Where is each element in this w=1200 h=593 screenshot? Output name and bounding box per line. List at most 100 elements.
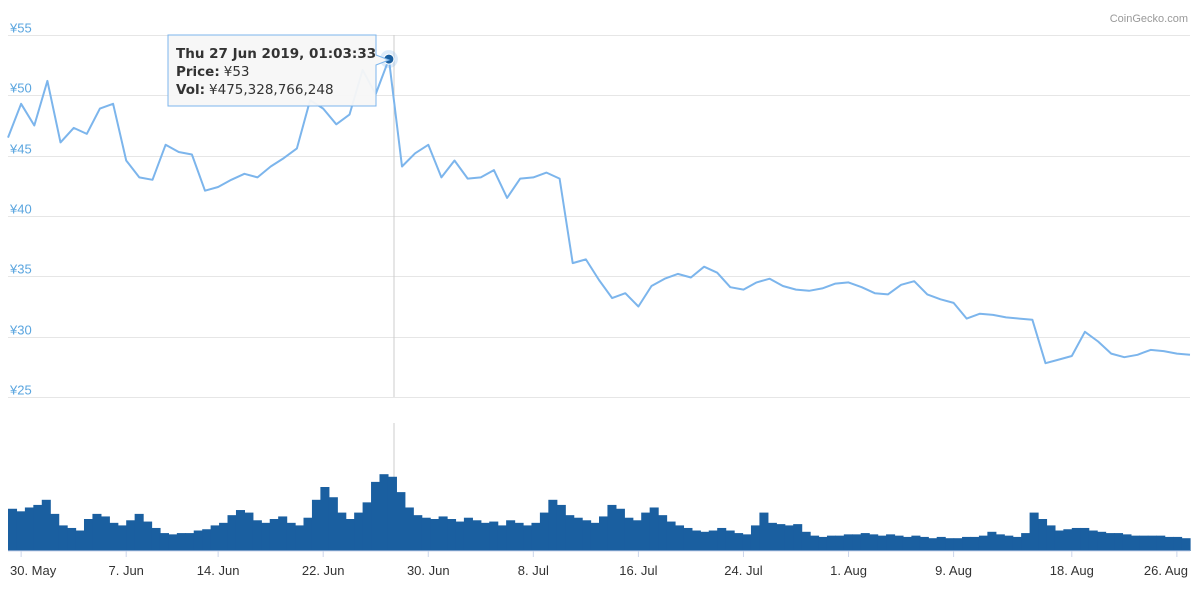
volume-bar xyxy=(185,533,195,551)
volume-bar xyxy=(590,522,600,551)
x-tick-label: 9. Aug xyxy=(935,563,972,578)
volume-bar xyxy=(750,525,761,551)
x-tick-label: 30. Jun xyxy=(407,563,450,578)
volume-bar xyxy=(860,533,870,551)
volume-series xyxy=(8,474,1191,551)
tooltip-vol-value: ¥475,328,766,248 xyxy=(209,82,334,98)
price-series-line[interactable] xyxy=(7,58,1191,365)
volume-bar xyxy=(50,513,60,551)
volume-bar xyxy=(92,513,102,551)
volume-bar xyxy=(269,519,279,551)
volume-bar xyxy=(151,527,161,551)
volume-bar xyxy=(1173,536,1183,551)
volume-bar xyxy=(1071,527,1081,551)
volume-bar xyxy=(582,520,592,551)
volume-bar xyxy=(852,534,862,551)
volume-bar xyxy=(793,524,803,551)
volume-bar xyxy=(987,531,997,551)
x-tick-label: 8. Jul xyxy=(518,563,549,578)
volume-bar xyxy=(489,521,499,551)
volume-bar xyxy=(396,492,406,551)
volume-bar xyxy=(413,515,423,551)
volume-bar xyxy=(1147,535,1157,551)
volume-bar xyxy=(1164,536,1174,551)
volume-bar xyxy=(759,512,769,551)
volume-bar xyxy=(708,530,718,551)
volume-bar xyxy=(683,527,693,551)
y-tick-label: ¥35 xyxy=(9,262,32,277)
volume-bar xyxy=(168,534,178,551)
volume-bar xyxy=(328,497,338,551)
credit-link[interactable]: CoinGecko.com xyxy=(1110,13,1188,25)
volume-bar xyxy=(33,504,43,551)
volume-bar xyxy=(894,535,904,551)
volume-bar xyxy=(278,516,288,551)
volume-bar xyxy=(67,527,77,551)
volume-bar xyxy=(523,525,533,551)
volume-bar xyxy=(1054,530,1064,551)
volume-bar xyxy=(354,512,364,551)
volume-bar xyxy=(1105,533,1115,551)
volume-bar xyxy=(480,522,490,551)
tooltip: Thu 27 Jun 2019, 01:03:33 Price: ¥53 Vol:… xyxy=(167,34,391,107)
volume-bar xyxy=(641,512,651,551)
volume-bar xyxy=(531,522,541,551)
volume-bar xyxy=(514,522,524,551)
volume-bar xyxy=(58,525,68,551)
volume-bar xyxy=(700,531,710,551)
volume-bar xyxy=(421,517,431,551)
volume-bar xyxy=(295,525,305,551)
volume-bar xyxy=(995,534,1005,551)
volume-bar xyxy=(387,476,397,551)
y-tick-label: ¥50 xyxy=(9,81,32,96)
volume-bar xyxy=(143,521,153,551)
volume-bar xyxy=(126,520,136,551)
volume-bar xyxy=(455,521,465,551)
volume-bar xyxy=(539,512,549,551)
volume-bar xyxy=(362,502,372,551)
volume-bar xyxy=(100,516,110,551)
volume-bar xyxy=(784,525,794,551)
y-tick-label: ¥25 xyxy=(9,383,32,398)
volume-bar xyxy=(235,510,245,551)
volume-bar xyxy=(320,487,330,551)
y-tick-label: ¥45 xyxy=(9,142,32,157)
volume-bar xyxy=(919,536,929,551)
volume-bar xyxy=(244,512,254,551)
volume-bar xyxy=(430,519,440,551)
volume-bar xyxy=(1139,535,1149,551)
x-tick-label: 22. Jun xyxy=(302,563,345,578)
volume-bar xyxy=(717,527,727,551)
volume-bar xyxy=(886,534,896,551)
volume-bar xyxy=(1038,519,1048,551)
volume-bar xyxy=(936,536,946,551)
volume-bar xyxy=(1004,535,1014,551)
volume-bar xyxy=(210,525,220,551)
tooltip-date: Thu 27 Jun 2019, 01:03:33 xyxy=(176,46,376,62)
volume-bar xyxy=(24,507,34,551)
volume-bar xyxy=(1080,527,1090,551)
volume-bar xyxy=(835,535,845,551)
x-tick-label: 18. Aug xyxy=(1050,563,1094,578)
volume-bar xyxy=(83,519,94,551)
volume-bar xyxy=(742,534,752,551)
tooltip-vol-label: Vol: xyxy=(176,82,205,98)
volume-bar xyxy=(117,525,127,551)
x-tick-label: 7. Jun xyxy=(108,563,143,578)
volume-bar xyxy=(506,520,516,551)
volume-bar xyxy=(379,474,389,551)
volume-bar xyxy=(1097,531,1107,551)
volume-bar xyxy=(632,520,642,551)
volume-bar xyxy=(810,535,820,551)
volume-bar xyxy=(658,515,668,551)
volume-bar xyxy=(463,517,473,551)
volume-bar xyxy=(962,536,972,551)
volume-bar xyxy=(1181,538,1191,551)
volume-bar xyxy=(734,533,744,551)
volume-bar xyxy=(303,517,313,551)
tooltip-price-label: Price: xyxy=(176,64,220,80)
volume-bar xyxy=(227,515,237,551)
volume-bar xyxy=(261,522,271,551)
volume-bar xyxy=(109,522,119,551)
